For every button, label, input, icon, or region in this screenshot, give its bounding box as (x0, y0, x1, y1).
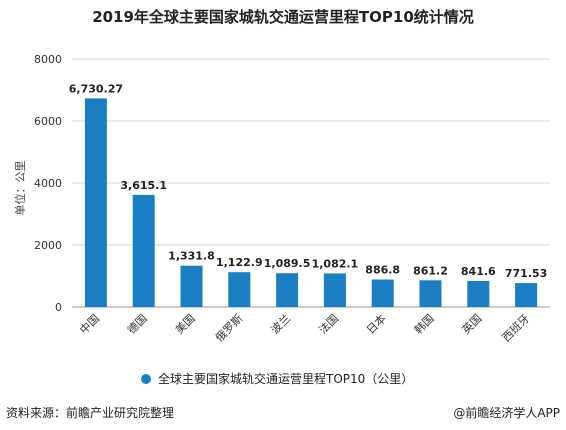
bar (180, 265, 203, 307)
x-tick-label: 美国 (173, 312, 198, 337)
x-tick-label: 俄罗斯 (213, 312, 246, 345)
value-label: 1,082.1 (312, 257, 359, 270)
y-axis-ticks: 0 2000 4000 6000 8000 (34, 53, 62, 314)
bars (84, 98, 538, 307)
bar (276, 273, 299, 307)
y-tick-label: 6000 (34, 115, 62, 128)
bar (515, 283, 538, 307)
bar (419, 280, 442, 307)
bar-chart: 0 2000 4000 6000 8000 6,730.27 3,615.1 1,331.8… (13, 53, 550, 386)
value-label: 1,122.9 (216, 256, 263, 269)
value-label: 3,615.1 (120, 179, 167, 192)
x-tick-label: 德国 (124, 311, 149, 336)
value-label: 771.53 (505, 267, 547, 280)
y-tick-label: 0 (55, 301, 62, 314)
value-label: 861.2 (413, 264, 448, 277)
x-tick-label: 波兰 (268, 312, 293, 337)
bar (467, 280, 490, 307)
value-label: 841.6 (461, 265, 496, 278)
value-label: 1,089.5 (264, 257, 311, 270)
bar (228, 272, 251, 307)
x-axis-ticks: 中国 德国 美国 俄罗斯 波兰 法国 日本 韩国 英国 西班牙 (77, 311, 532, 344)
legend-marker (141, 374, 151, 384)
x-tick-label: 英国 (459, 311, 484, 336)
y-tick-label: 8000 (34, 53, 62, 66)
bar (84, 98, 107, 307)
x-tick-label: 西班牙 (500, 312, 533, 345)
legend-label: 全球主要国家城轨交通运营里程TOP10（公里） (158, 371, 413, 386)
y-tick-label: 2000 (34, 239, 62, 252)
y-axis-title: 单位：公里 (13, 161, 27, 216)
value-label: 6,730.27 (69, 82, 123, 95)
value-label: 886.8 (365, 264, 400, 277)
source-note: 资料来源：前瞻产业研究院整理 (6, 406, 175, 420)
brand-note: @前瞻经济学人APP (453, 406, 560, 420)
x-tick-label: 韩国 (411, 311, 436, 336)
value-labels: 6,730.27 3,615.1 1,331.8 1,122.9 1,089.5 1,08… (69, 82, 548, 280)
x-tick-label: 中国 (77, 312, 102, 337)
value-label: 1,331.8 (168, 250, 215, 263)
bar (371, 279, 394, 307)
y-tick-label: 4000 (34, 177, 62, 190)
x-tick-label: 日本 (363, 311, 388, 336)
bar (323, 273, 346, 307)
chart-title: 2019年全球主要国家城轨交通运营里程TOP10统计情况 (92, 8, 474, 26)
bar (132, 194, 155, 307)
legend: 全球主要国家城轨交通运营里程TOP10（公里） (141, 371, 413, 386)
x-tick-label: 法国 (316, 311, 341, 336)
